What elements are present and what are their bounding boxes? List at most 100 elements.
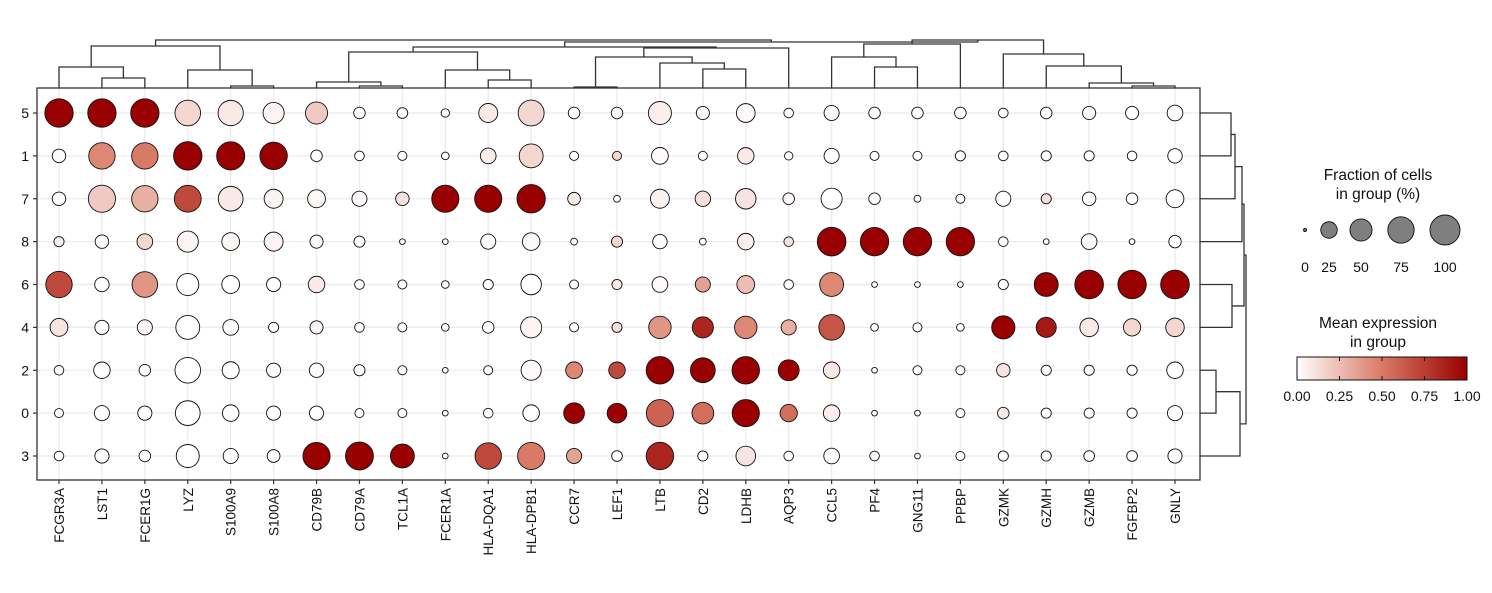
x-tick-label-GZMB: GZMB <box>1082 488 1097 527</box>
y-tick-label-8: 8 <box>21 234 29 250</box>
y-tick-label-3: 3 <box>21 448 29 464</box>
x-tick-label-GNLY: GNLY <box>1168 488 1183 524</box>
dot-CD2-group-1 <box>697 150 708 161</box>
y-tick-label-4: 4 <box>21 319 29 335</box>
dot-GNG11-group-8 <box>902 227 933 257</box>
dot-S100A9-group-1 <box>216 141 246 171</box>
dot-CD2-group-2 <box>690 357 716 384</box>
dendrogram-branch <box>1200 133 1236 200</box>
dot-AQP3-group-2 <box>777 359 800 382</box>
dot-CD2-group-3 <box>697 450 709 462</box>
x-tick-label-LST1: LST1 <box>95 488 110 520</box>
dot-CCL5-group-2 <box>822 361 841 379</box>
dot-FGFBP2-group-6 <box>1117 269 1147 300</box>
dot-LDHB-group-3 <box>735 445 757 467</box>
dot-CD2-group-8 <box>698 237 707 246</box>
dot-TCL1A-group-1 <box>397 150 408 161</box>
dot-PF4-group-5 <box>868 106 881 120</box>
dot-CD79B-group-2 <box>308 362 325 378</box>
dot-HLA-DPB1-group-3 <box>517 441 546 471</box>
dot-GZMH-group-3 <box>1040 450 1052 462</box>
dot-CD79A-group-0 <box>354 408 365 419</box>
dot-GNG11-group-4 <box>912 322 923 333</box>
dot-LEF1-group-7 <box>613 194 621 203</box>
dot-LYZ-group-1 <box>173 141 203 171</box>
dot-PF4-group-6 <box>871 281 878 288</box>
dot-HLA-DPB1-group-5 <box>517 99 545 127</box>
x-tick-label-CD79B: CD79B <box>310 488 325 532</box>
dot-LTB-group-3 <box>645 441 675 471</box>
dot-CCL5-group-4 <box>818 314 845 341</box>
dendrogram-branch <box>702 68 747 88</box>
dot-PPBP-group-0 <box>955 408 966 419</box>
dot-LDHB-group-2 <box>731 356 760 385</box>
dot-GNG11-group-1 <box>912 150 923 161</box>
dot-S100A9-group-8 <box>221 232 241 251</box>
dot-HLA-DQA1-group-7 <box>474 184 503 213</box>
dot-HLA-DPB1-group-7 <box>516 184 546 214</box>
dot-CD79B-group-7 <box>307 189 326 209</box>
y-tick-label-0: 0 <box>21 405 29 421</box>
x-tick-label-GNG11: GNG11 <box>910 488 925 533</box>
size-legend-label-50: 50 <box>1353 259 1369 275</box>
dot-LTB-group-5 <box>647 101 672 125</box>
x-tick-label-FCER1A: FCER1A <box>438 488 453 541</box>
dot-CCL5-group-5 <box>823 105 840 121</box>
dot-CD79A-group-1 <box>354 150 365 162</box>
dot-LDHB-group-0 <box>731 399 760 428</box>
dot-LTB-group-4 <box>648 315 672 340</box>
dot-TCL1A-group-0 <box>397 408 408 419</box>
x-tick-label-PPBP: PPBP <box>953 488 968 524</box>
dot-PF4-group-7 <box>868 192 881 205</box>
size-legend-label-100: 100 <box>1433 259 1457 275</box>
y-tick-label-2: 2 <box>21 362 29 378</box>
dendrogram-branch <box>1002 53 1085 88</box>
dot-GZMH-group-8 <box>1042 238 1050 245</box>
dot-AQP3-group-0 <box>779 404 798 423</box>
dot-CD79A-group-6 <box>354 279 365 290</box>
dot-LST1-group-8 <box>94 234 110 249</box>
dot-FCER1A-group-8 <box>442 238 449 245</box>
dot-CD79B-group-0 <box>309 405 325 421</box>
dendrogram-branch <box>154 39 772 46</box>
dot-LST1-group-1 <box>88 142 116 170</box>
size-legend-title-line2: in group (%) <box>1336 186 1420 203</box>
dot-CCR7-group-8 <box>570 237 578 246</box>
dot-CD79A-group-2 <box>353 364 366 377</box>
dot-TCL1A-group-6 <box>397 279 408 290</box>
dot-S100A9-group-2 <box>221 361 240 380</box>
x-tick-label-HLA-DQA1: HLA-DQA1 <box>481 488 496 556</box>
dot-AQP3-group-8 <box>783 236 794 247</box>
dendrogram-branch <box>1240 254 1247 425</box>
dot-CCL5-group-3 <box>823 447 840 465</box>
dot-FGFBP2-group-2 <box>1126 364 1138 376</box>
dot-FCER1A-group-2 <box>442 366 449 374</box>
y-tick-label-6: 6 <box>21 277 29 293</box>
size-legend-title-line1: Fraction of cells <box>1324 167 1433 184</box>
dot-FCER1G-group-0 <box>137 405 153 421</box>
dot-CD79B-group-5 <box>305 101 329 125</box>
dot-FCGR3A-group-1 <box>51 148 67 164</box>
dot-FCER1G-group-6 <box>131 271 159 298</box>
dot-FCGR3A-group-4 <box>49 318 69 337</box>
dot-GNLY-group-0 <box>1167 405 1183 422</box>
dot-GZMK-group-6 <box>997 278 1009 291</box>
x-tick-label-TCL1A: TCL1A <box>395 488 410 530</box>
dot-CD79A-group-3 <box>345 441 374 471</box>
dot-LTB-group-2 <box>645 356 675 385</box>
size-legend-dot-100 <box>1429 214 1461 246</box>
dendrogram-branch <box>1200 283 1233 329</box>
size-legend-dot-75 <box>1387 216 1415 244</box>
dot-LST1-group-2 <box>93 361 111 379</box>
dot-HLA-DQA1-group-8 <box>480 233 497 250</box>
dot-FCER1A-group-3 <box>442 452 449 460</box>
dendrogram-branch <box>643 47 790 88</box>
dot-LEF1-group-3 <box>611 450 623 462</box>
dot-PPBP-group-2 <box>955 365 966 376</box>
dot-LEF1-group-5 <box>610 106 624 120</box>
dot-CD79A-group-5 <box>353 106 366 120</box>
dot-FCER1G-group-1 <box>131 142 159 170</box>
dot-CD2-group-5 <box>695 105 710 120</box>
dendrogram-branch <box>348 51 479 82</box>
dot-GZMH-group-6 <box>1033 272 1059 297</box>
